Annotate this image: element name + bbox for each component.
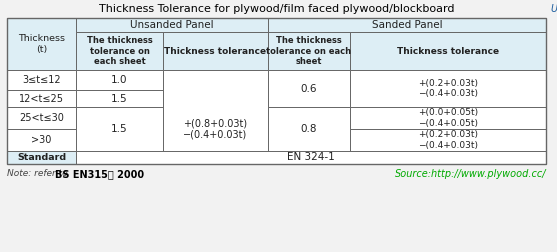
Bar [268, 18, 546, 32]
Bar [7, 107, 76, 129]
Text: +(0.0+0.05t)
−(0.4+0.05t): +(0.0+0.05t) −(0.4+0.05t) [418, 108, 478, 128]
Text: Thickness
(t): Thickness (t) [18, 34, 65, 54]
Text: Thickness Tolerance for plywood/film faced plywood/blockboard: Thickness Tolerance for plywood/film fac… [99, 4, 455, 14]
Text: Sanded Panel: Sanded Panel [372, 20, 442, 30]
Text: The thickness
tolerance on
each sheet: The thickness tolerance on each sheet [87, 36, 153, 66]
Bar [76, 151, 546, 164]
Text: 0.8: 0.8 [301, 124, 317, 134]
Text: Note: refer to: Note: refer to [7, 170, 67, 178]
Text: Thickness tolerance: Thickness tolerance [164, 47, 267, 55]
Text: +(0.2+0.03t)
−(0.4+0.03t): +(0.2+0.03t) −(0.4+0.03t) [418, 79, 478, 98]
Text: 1.5: 1.5 [111, 124, 128, 134]
Bar [7, 151, 76, 164]
Bar [7, 70, 76, 90]
Bar [76, 18, 268, 32]
Text: >30: >30 [31, 135, 52, 145]
Bar [76, 107, 163, 151]
Bar [7, 90, 76, 107]
Bar [350, 32, 546, 70]
Text: Standard: Standard [17, 153, 66, 162]
Text: Thickness tolerance: Thickness tolerance [397, 47, 499, 55]
Text: 1.0: 1.0 [111, 75, 128, 85]
Bar [268, 70, 350, 107]
Bar [7, 129, 76, 151]
Bar [76, 90, 163, 107]
Bar [163, 32, 268, 70]
Text: 12<t≤25: 12<t≤25 [19, 93, 64, 104]
Text: +(0.2+0.03t)
−(0.4+0.03t): +(0.2+0.03t) −(0.4+0.03t) [418, 130, 478, 150]
Bar [76, 32, 163, 70]
Text: Unit: MM: Unit: MM [551, 4, 557, 14]
Text: 25<t≤30: 25<t≤30 [19, 113, 64, 123]
Text: The thickness
tolerance on each
sheet: The thickness tolerance on each sheet [266, 36, 351, 66]
Bar [7, 18, 76, 70]
Bar [268, 107, 350, 151]
Text: 0.6: 0.6 [301, 83, 317, 93]
Bar [350, 70, 546, 107]
Text: EN 324-1: EN 324-1 [287, 152, 335, 163]
Bar [268, 32, 350, 70]
Bar [350, 129, 546, 151]
Bar [76, 70, 163, 90]
Text: 1.5: 1.5 [111, 93, 128, 104]
Text: Source:http://www.plywood.cc/: Source:http://www.plywood.cc/ [394, 169, 546, 179]
Bar [163, 70, 268, 151]
Text: +(0.8+0.03t)
−(0.4+0.03t): +(0.8+0.03t) −(0.4+0.03t) [183, 118, 248, 140]
Text: BS EN315； 2000: BS EN315； 2000 [55, 169, 144, 179]
Text: Unsanded Panel: Unsanded Panel [130, 20, 214, 30]
Bar [350, 107, 546, 129]
Bar [7, 18, 546, 164]
Text: 3≤t≤12: 3≤t≤12 [22, 75, 61, 85]
